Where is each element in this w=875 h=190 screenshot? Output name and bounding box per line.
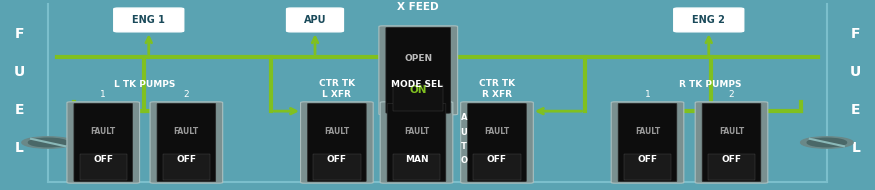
FancyBboxPatch shape	[381, 102, 453, 183]
Circle shape	[801, 137, 853, 148]
Text: APU: APU	[304, 15, 326, 25]
Bar	[393, 85, 444, 111]
FancyBboxPatch shape	[74, 103, 133, 182]
Text: FAULT: FAULT	[91, 127, 116, 136]
FancyBboxPatch shape	[696, 102, 768, 183]
Bar	[163, 154, 210, 180]
Text: T: T	[461, 142, 466, 151]
Circle shape	[28, 138, 68, 147]
Text: 2: 2	[184, 89, 189, 99]
Text: X FEED: X FEED	[397, 2, 439, 12]
FancyBboxPatch shape	[301, 102, 374, 183]
Text: 1: 1	[101, 89, 106, 99]
Text: U: U	[850, 65, 861, 79]
Text: L: L	[851, 141, 860, 155]
Text: O: O	[460, 156, 467, 165]
Text: FAULT: FAULT	[325, 127, 349, 136]
Text: 2: 2	[729, 89, 734, 99]
Circle shape	[22, 137, 74, 148]
Bar	[393, 154, 440, 180]
Text: MODE SEL: MODE SEL	[390, 80, 443, 89]
Text: 1: 1	[645, 89, 650, 99]
Text: L: L	[15, 141, 24, 155]
FancyBboxPatch shape	[308, 103, 367, 182]
Text: OFF: OFF	[722, 155, 741, 164]
Text: L XFR: L XFR	[323, 89, 352, 99]
Text: OFF: OFF	[327, 155, 346, 164]
Circle shape	[808, 138, 847, 147]
Text: CTR TK: CTR TK	[318, 79, 355, 88]
Text: FAULT: FAULT	[485, 127, 509, 136]
Text: F: F	[851, 27, 860, 41]
Text: E: E	[851, 103, 860, 117]
Text: OFF: OFF	[487, 155, 507, 164]
Text: CTR TK: CTR TK	[479, 79, 515, 88]
Bar	[473, 154, 521, 180]
Text: R XFR: R XFR	[482, 89, 512, 99]
FancyBboxPatch shape	[388, 103, 446, 182]
FancyBboxPatch shape	[386, 27, 451, 113]
Text: FAULT: FAULT	[174, 127, 199, 136]
FancyBboxPatch shape	[286, 8, 343, 32]
Text: FAULT: FAULT	[404, 127, 429, 136]
Text: FAULT: FAULT	[635, 127, 660, 136]
Text: OFF: OFF	[638, 155, 657, 164]
Text: OFF: OFF	[177, 155, 196, 164]
FancyBboxPatch shape	[461, 102, 533, 183]
Text: MAN: MAN	[404, 155, 429, 164]
FancyBboxPatch shape	[611, 102, 684, 183]
FancyBboxPatch shape	[66, 102, 139, 183]
Text: E: E	[15, 103, 24, 117]
Bar	[313, 154, 360, 180]
Text: ENG 2: ENG 2	[692, 15, 725, 25]
FancyBboxPatch shape	[703, 103, 761, 182]
Text: ENG 1: ENG 1	[132, 15, 165, 25]
FancyBboxPatch shape	[618, 103, 677, 182]
Text: FAULT: FAULT	[719, 127, 744, 136]
Text: OFF: OFF	[94, 155, 113, 164]
Text: OPEN: OPEN	[404, 55, 432, 63]
FancyBboxPatch shape	[468, 103, 526, 182]
Text: A: A	[460, 113, 467, 122]
FancyBboxPatch shape	[114, 8, 184, 32]
FancyBboxPatch shape	[150, 102, 222, 183]
Text: L TK PUMPS: L TK PUMPS	[114, 80, 175, 89]
FancyBboxPatch shape	[379, 26, 458, 115]
Bar	[708, 154, 755, 180]
Text: U: U	[14, 65, 24, 79]
Text: U: U	[460, 127, 467, 137]
FancyBboxPatch shape	[674, 8, 744, 32]
Text: ON: ON	[410, 85, 427, 95]
Text: R TK PUMPS: R TK PUMPS	[679, 80, 742, 89]
Bar	[80, 154, 127, 180]
Bar	[624, 154, 671, 180]
FancyBboxPatch shape	[158, 103, 216, 182]
Text: F: F	[15, 27, 24, 41]
